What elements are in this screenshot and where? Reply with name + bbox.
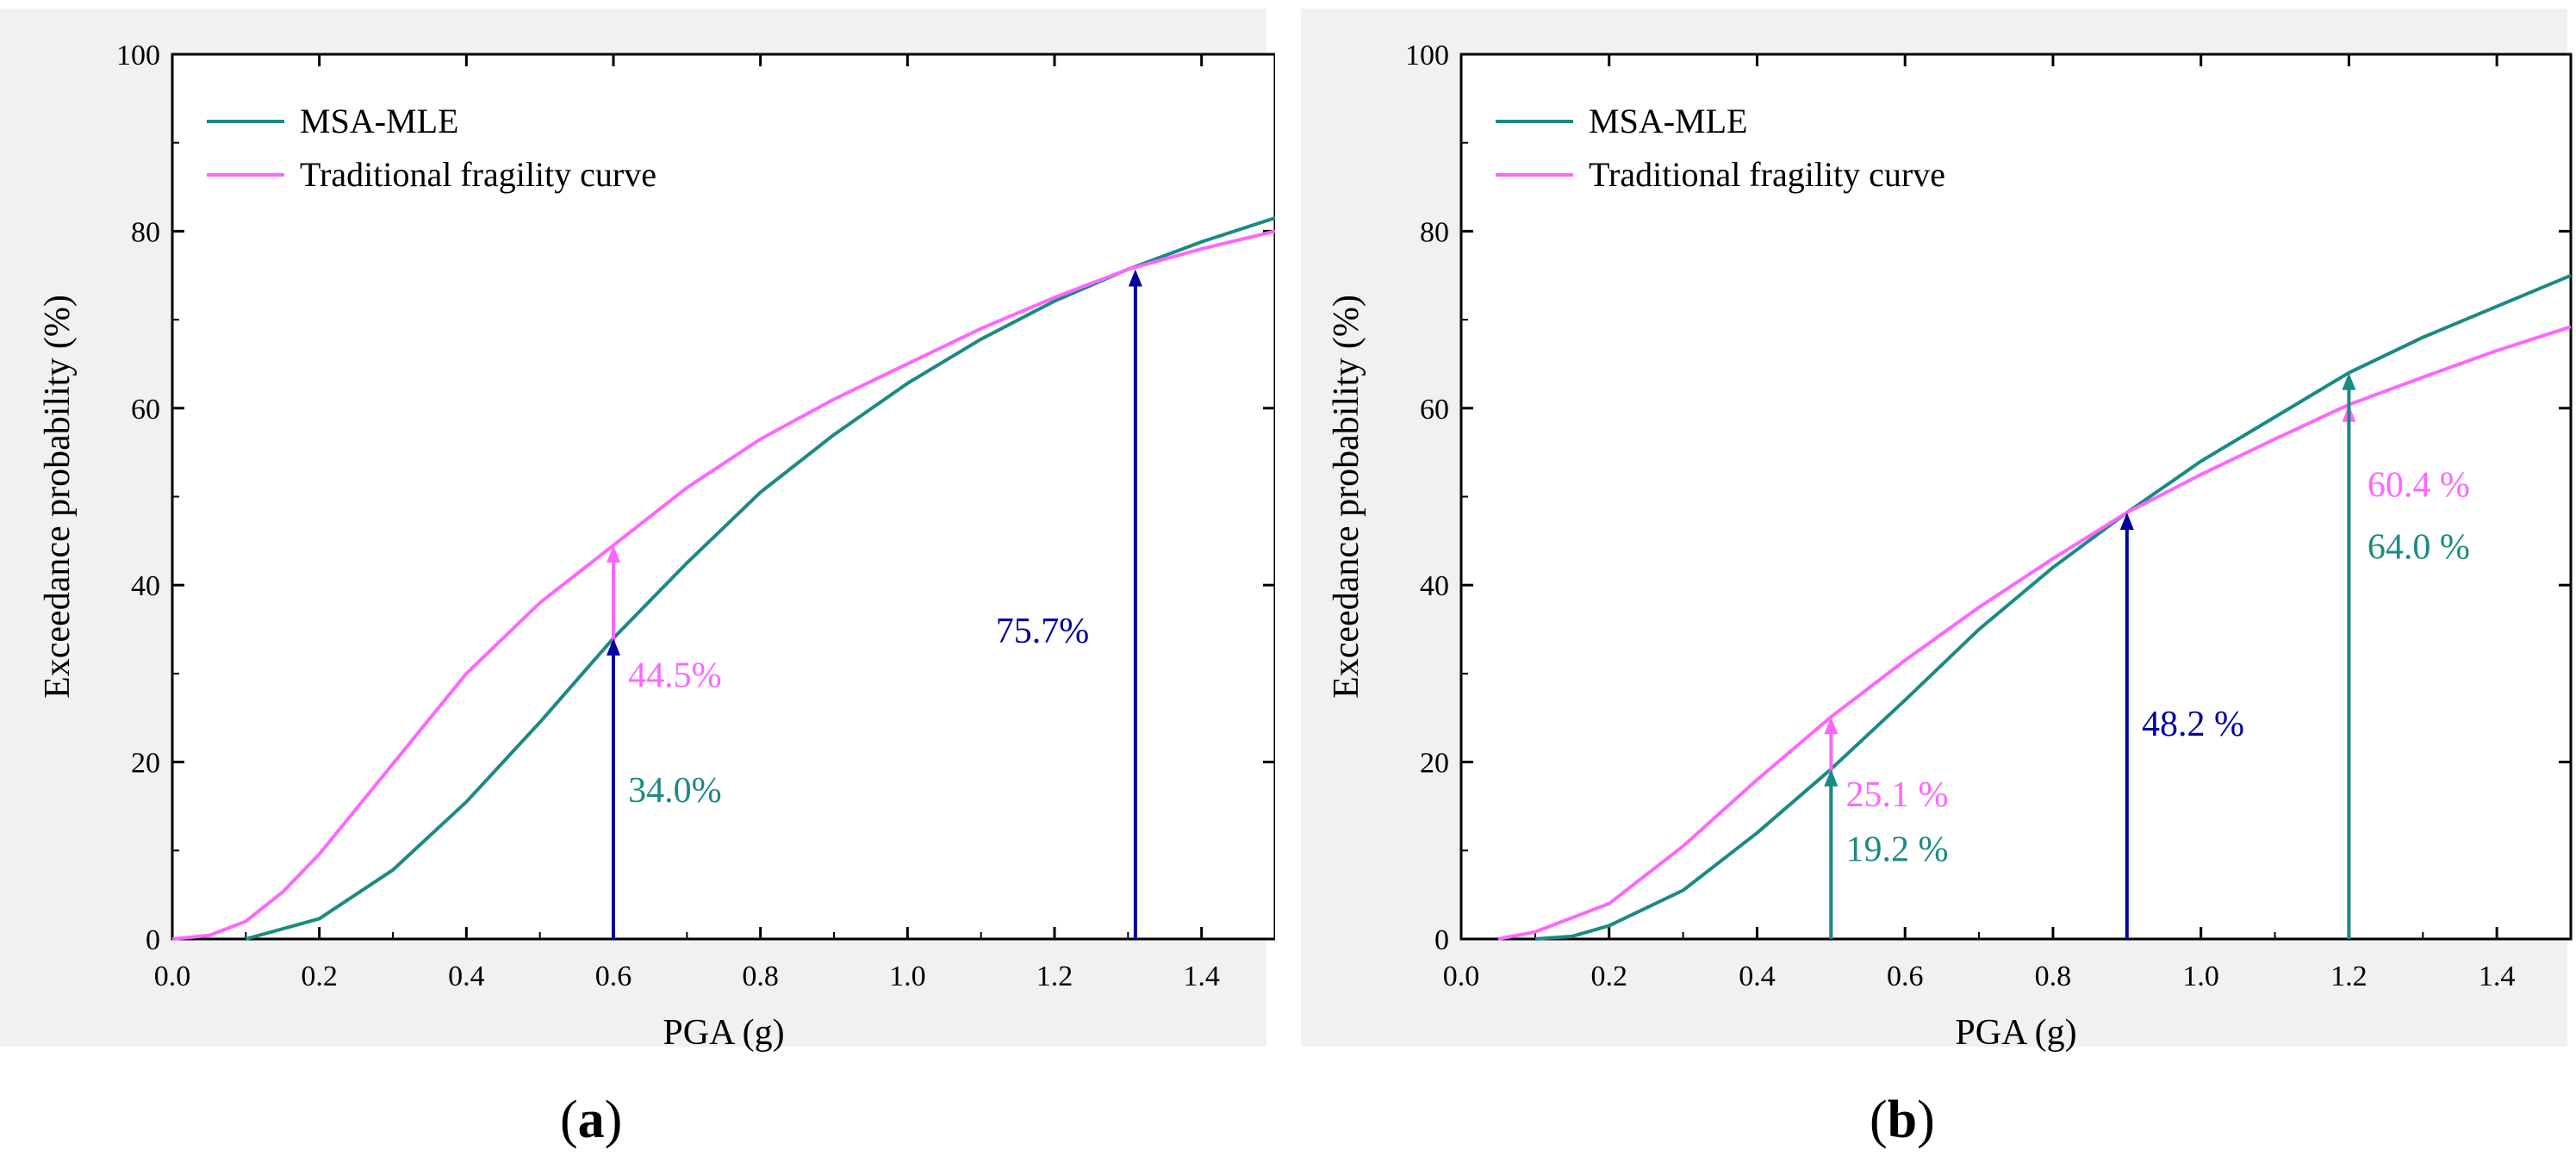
legend-label: Traditional fragility curve [300,155,656,194]
legend-label: MSA-MLE [300,102,458,140]
y-tick-label: 80 [1420,216,1449,248]
x-tick-label: 0.6 [1887,961,1924,992]
y-tick-label: 0 [146,924,160,956]
y-tick-label: 40 [1420,570,1449,602]
x-tick-label: 0.6 [595,961,632,992]
y-axis-label: Exceedance probability (%) [38,295,78,699]
x-tick-label: 0.8 [2035,961,2072,992]
y-axis-label: Exceedance probability (%) [1327,295,1366,699]
x-tick-label: 1.2 [1036,961,1073,992]
x-tick-label: 1.0 [2182,961,2219,992]
annotation-label: 34.0% [628,771,722,811]
arrow-head [1824,768,1839,787]
y-tick-label: 100 [1405,40,1449,72]
y-tick-label: 60 [131,394,160,426]
x-tick-label: 0.4 [448,961,485,992]
x-axis-label: PGA (g) [1955,1013,2076,1053]
x-tick-label: 0.4 [1739,961,1776,992]
caption-a: (a) [560,1091,623,1149]
x-tick-label: 0.2 [1590,961,1627,992]
annotation-label: 44.5% [628,656,722,695]
x-tick-label: 0.8 [742,961,779,992]
x-tick-label: 1.2 [2330,961,2368,992]
arrow-head [1824,717,1839,735]
y-tick-label: 80 [131,216,160,248]
x-tick-label: 1.4 [1183,961,1220,992]
annotation-label: 25.1 % [1846,775,1949,815]
y-tick-label: 60 [1420,394,1449,426]
y-tick-label: 0 [1434,924,1449,956]
x-tick-label: 0.2 [301,961,338,992]
annotation-label: 64.0 % [2368,527,2470,567]
annotation-label: 48.2 % [2142,705,2244,744]
legend-label: Traditional fragility curve [1589,155,1945,194]
x-tick-label: 0.0 [1443,961,1480,992]
plot-area [1459,53,2573,941]
arrow-head [1128,269,1142,287]
chart-b: 0.0 0.2 0.4 0.6 0.8 1.0 1.2 1.4 0 20 40 60 80 100 PGA … [1327,40,2573,1053]
x-axis-label: PGA (g) [663,1013,784,1053]
y-tick-label: 20 [1420,748,1449,780]
y-tick-label: 20 [131,748,160,780]
caption-b: (b) [1870,1091,1935,1149]
x-tick-label: 1.4 [2479,961,2516,992]
series-line-msa-mle [1534,273,2572,941]
x-tick-label: 1.0 [889,961,926,992]
arrow-head [607,544,620,563]
arrow-head [2342,372,2356,390]
annotation-label: 19.2 % [1846,830,1949,870]
series-line-traditional [171,229,1275,941]
annotation-label: 60.4 % [2368,466,2470,506]
chart-a: 0.0 0.2 0.4 0.6 0.8 1.0 1.2 1.4 0 20 40 60 80 100 PGA … [38,40,1275,1053]
y-tick-label: 40 [131,570,160,602]
plot-area [171,53,1275,941]
arrow-head [2119,512,2134,530]
arrow-head [607,637,620,656]
annotation-label: 75.7% [996,612,1090,651]
legend-label: MSA-MLE [1589,102,1747,140]
x-tick-label: 0.0 [154,961,191,992]
series-line-traditional [1497,325,2572,941]
y-tick-label: 100 [116,40,160,72]
